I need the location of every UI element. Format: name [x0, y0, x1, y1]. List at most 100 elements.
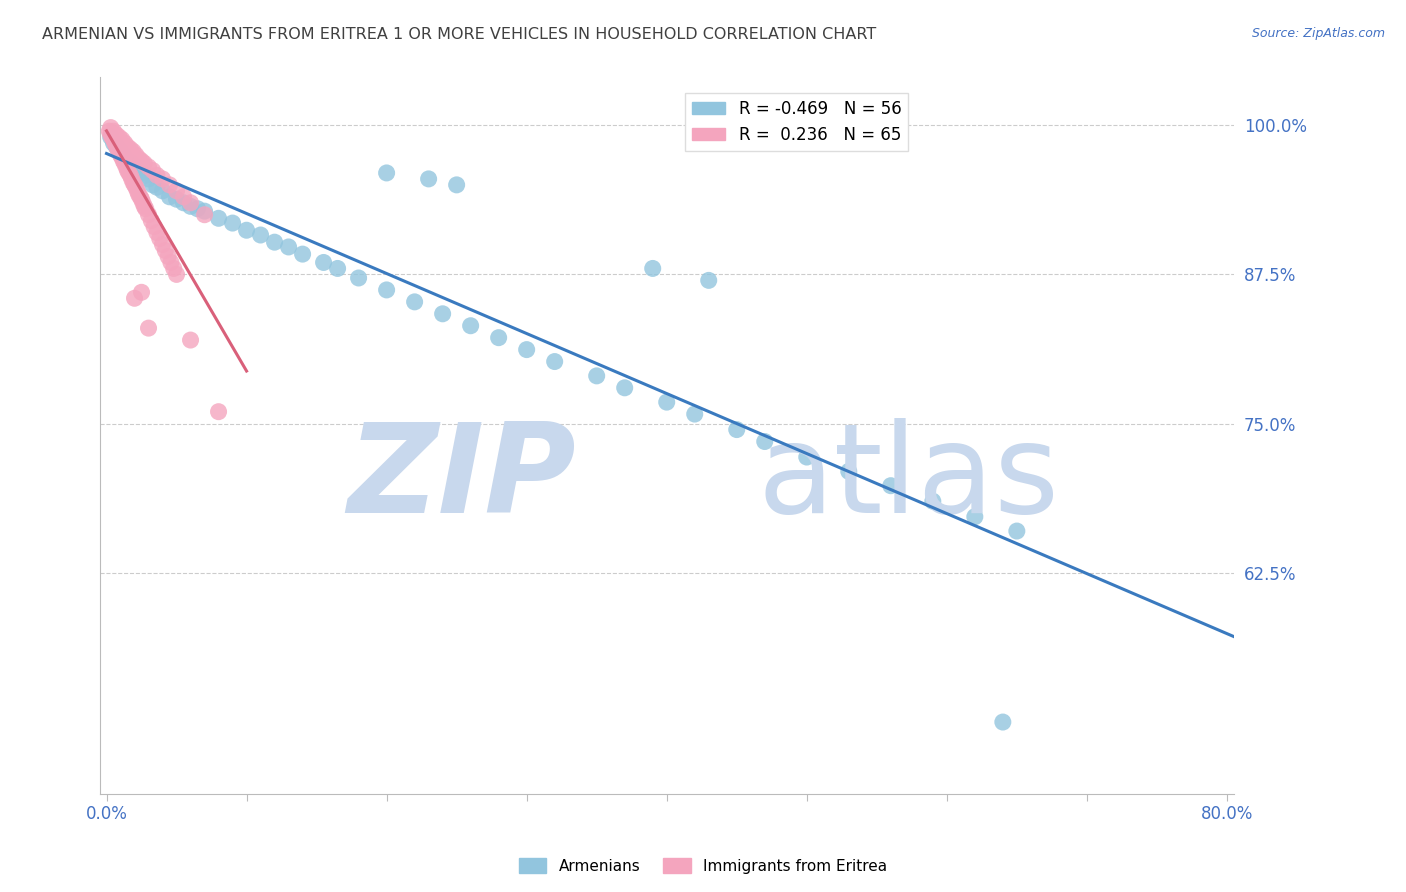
Legend: R = -0.469   N = 56, R =  0.236   N = 65: R = -0.469 N = 56, R = 0.236 N = 65 [685, 93, 908, 151]
Point [180, 199, 202, 213]
Point [193, 208, 215, 222]
Point [838, 464, 860, 478]
Point [103, 136, 125, 150]
Point [166, 268, 188, 282]
Point [117, 139, 139, 153]
Point [263, 235, 285, 249]
Point [683, 407, 706, 421]
Point [110, 145, 132, 159]
Point [697, 273, 720, 287]
Point [180, 333, 202, 347]
Point [135, 202, 157, 216]
Point [585, 368, 607, 383]
Point [98, 124, 121, 138]
Point [432, 307, 454, 321]
Point [146, 169, 169, 183]
Point [375, 283, 398, 297]
Point [149, 231, 172, 245]
Point [128, 187, 150, 202]
Point [103, 124, 125, 138]
Text: atlas: atlas [758, 418, 1060, 539]
Point [166, 184, 188, 198]
Point [180, 195, 202, 210]
Point [127, 184, 149, 198]
Point [1005, 524, 1028, 538]
Point [159, 190, 181, 204]
Point [104, 136, 127, 150]
Point [124, 291, 146, 305]
Point [132, 195, 155, 210]
Point [796, 450, 818, 464]
Point [128, 152, 150, 166]
Point [125, 148, 148, 162]
Point [187, 202, 209, 216]
Point [114, 156, 136, 170]
Point [107, 142, 129, 156]
Point [613, 381, 636, 395]
Point [122, 145, 145, 159]
Point [103, 132, 125, 146]
Point [138, 208, 160, 222]
Text: ARMENIAN VS IMMIGRANTS FROM ERITREA 1 OR MORE VEHICLES IN HOUSEHOLD CORRELATION : ARMENIAN VS IMMIGRANTS FROM ERITREA 1 OR… [42, 27, 876, 42]
Point [754, 434, 776, 449]
Point [193, 204, 215, 219]
Point [131, 192, 153, 206]
Point [108, 145, 131, 159]
Point [100, 128, 122, 142]
Point [404, 294, 426, 309]
Point [111, 150, 134, 164]
Point [105, 128, 128, 142]
Point [921, 494, 943, 508]
Point [655, 395, 678, 409]
Point [516, 343, 538, 357]
Point [122, 176, 145, 190]
Point [125, 180, 148, 194]
Point [111, 132, 134, 146]
Point [117, 153, 139, 168]
Point [152, 172, 174, 186]
Point [375, 166, 398, 180]
Point [152, 184, 174, 198]
Point [138, 160, 160, 174]
Point [142, 163, 165, 178]
Point [120, 169, 142, 183]
Point [544, 354, 567, 368]
Point [249, 227, 271, 242]
Point [142, 178, 165, 192]
Point [124, 160, 146, 174]
Point [146, 226, 169, 240]
Point [138, 321, 160, 335]
Point [131, 285, 153, 300]
Point [157, 250, 180, 264]
Point [112, 153, 135, 168]
Point [100, 120, 122, 135]
Point [141, 213, 163, 227]
Text: ZIP: ZIP [347, 418, 576, 539]
Point [173, 190, 195, 204]
Point [991, 714, 1014, 729]
Point [326, 261, 349, 276]
Point [105, 139, 128, 153]
Point [118, 166, 141, 180]
Point [277, 240, 299, 254]
Point [108, 130, 131, 145]
Point [725, 423, 748, 437]
Point [131, 166, 153, 180]
Point [101, 130, 124, 145]
Point [418, 172, 440, 186]
Point [121, 172, 143, 186]
Point [131, 153, 153, 168]
Point [100, 130, 122, 145]
Point [963, 509, 986, 524]
Point [166, 192, 188, 206]
Point [129, 190, 152, 204]
Point [207, 405, 229, 419]
Point [221, 216, 243, 230]
Point [117, 163, 139, 178]
Point [152, 237, 174, 252]
Point [138, 172, 160, 186]
Point [460, 318, 482, 333]
Point [134, 199, 156, 213]
Point [127, 163, 149, 178]
Point [105, 138, 128, 153]
